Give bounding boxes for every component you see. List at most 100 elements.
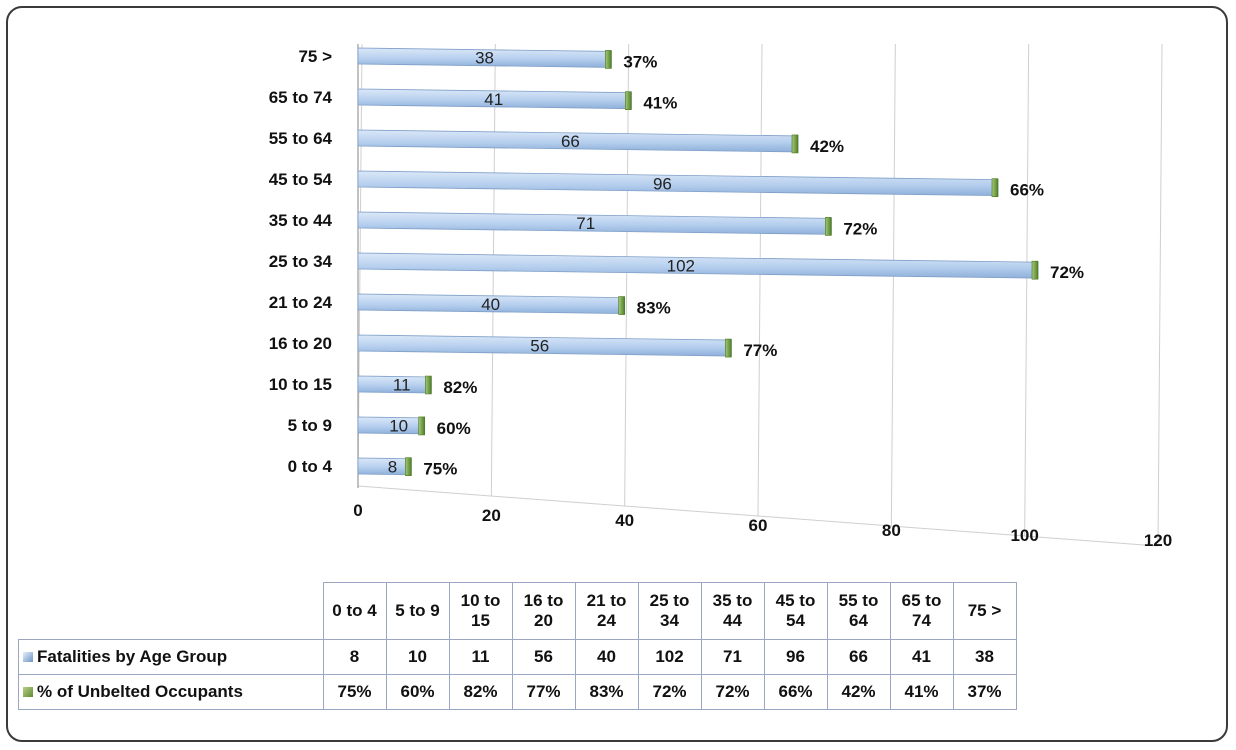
unbelted-percent-label: 75% bbox=[423, 460, 457, 479]
gridline bbox=[890, 43, 896, 527]
table-column-header: 5 to 9 bbox=[385, 582, 450, 640]
table-cell: 102 bbox=[637, 639, 702, 675]
table-column-header: 25 to 34 bbox=[637, 582, 702, 640]
category-label: 65 to 74 bbox=[269, 88, 333, 107]
category-label: 21 to 24 bbox=[269, 293, 333, 312]
legend-swatch-icon bbox=[23, 651, 33, 662]
labels: 0 to 4 8 75% 5 to 9 10 60% 10 to 15 11 82% 16 to … bbox=[269, 47, 1084, 479]
unbelted-cap bbox=[725, 338, 732, 358]
fatalities-value-label: 102 bbox=[667, 257, 695, 276]
category-label: 45 to 54 bbox=[269, 170, 333, 189]
unbelted-cap bbox=[405, 457, 412, 477]
x-tick-label: 100 bbox=[1010, 526, 1038, 545]
table-cell: 66 bbox=[826, 639, 891, 675]
table-cell: 41 bbox=[889, 639, 954, 675]
fatalities-value-label: 8 bbox=[388, 457, 397, 476]
table-cell: 37% bbox=[952, 674, 1017, 710]
series-name-cell: % of Unbelted Occupants bbox=[18, 674, 324, 710]
fatalities-value-label: 66 bbox=[561, 132, 580, 151]
unbelted-percent-label: 66% bbox=[1010, 181, 1044, 200]
table-cell: 83% bbox=[574, 674, 639, 710]
table-column-header: 0 to 4 bbox=[322, 582, 387, 640]
gridline bbox=[624, 43, 630, 507]
table-cell: 41% bbox=[889, 674, 954, 710]
unbelted-cap bbox=[625, 91, 632, 110]
unbelted-cap bbox=[825, 217, 832, 236]
x-tick-label: 80 bbox=[882, 521, 901, 540]
table-column-header: 35 to 44 bbox=[700, 582, 765, 640]
unbelted-percent-label: 72% bbox=[843, 219, 877, 238]
category-label: 16 to 20 bbox=[269, 334, 332, 353]
x-tick-label: 20 bbox=[482, 506, 501, 525]
category-label: 5 to 9 bbox=[288, 416, 332, 435]
table-column-header: 10 to 15 bbox=[448, 582, 513, 640]
fatalities-value-label: 71 bbox=[576, 214, 595, 233]
x-tick-label: 40 bbox=[615, 511, 634, 530]
table-column-header: 75 > bbox=[952, 582, 1017, 640]
category-label: 10 to 15 bbox=[269, 375, 332, 394]
fatalities-value-label: 11 bbox=[393, 375, 411, 394]
table-row: Fatalities by Age Group 8 10 11 56 40 102 71 96 6… bbox=[18, 639, 1017, 675]
x-tick-label: 120 bbox=[1144, 531, 1172, 550]
unbelted-cap bbox=[618, 296, 625, 315]
bars bbox=[357, 47, 1039, 477]
fatalities-value-label: 96 bbox=[653, 174, 672, 193]
table-cell: 82% bbox=[448, 674, 513, 710]
category-label: 55 to 64 bbox=[269, 129, 333, 148]
table-column-header: 55 to 64 bbox=[826, 582, 891, 640]
table-cell: 66% bbox=[763, 674, 828, 710]
unbelted-cap bbox=[991, 178, 999, 197]
table-cell: 96 bbox=[763, 639, 828, 675]
unbelted-percent-label: 72% bbox=[1050, 263, 1084, 282]
x-tick-label: 60 bbox=[749, 516, 768, 535]
table-column-header: 21 to 24 bbox=[574, 582, 639, 640]
unbelted-percent-label: 42% bbox=[810, 137, 844, 156]
fatalities-bar bbox=[357, 170, 999, 197]
table-cell: 42% bbox=[826, 674, 891, 710]
table-cell: 72% bbox=[637, 674, 702, 710]
unbelted-cap bbox=[425, 375, 432, 395]
table-cell: 38 bbox=[952, 639, 1017, 675]
table-cell: 40 bbox=[574, 639, 639, 675]
table-body: Fatalities by Age Group 8 10 11 56 40 102 71 96 6… bbox=[18, 639, 1017, 710]
unbelted-cap bbox=[418, 416, 425, 436]
fatalities-bar bbox=[357, 252, 1039, 279]
unbelted-percent-label: 60% bbox=[437, 419, 471, 438]
fatalities-value-label: 38 bbox=[475, 49, 494, 68]
fatalities-value-label: 10 bbox=[389, 416, 408, 435]
table-corner bbox=[19, 583, 324, 640]
unbelted-percent-label: 83% bbox=[637, 299, 671, 318]
gridline bbox=[1157, 43, 1163, 547]
table-cell: 56 bbox=[511, 639, 576, 675]
unbelted-cap bbox=[791, 134, 799, 154]
unbelted-cap bbox=[605, 50, 612, 69]
table-cell: 10 bbox=[385, 639, 450, 675]
category-label: 35 to 44 bbox=[269, 211, 333, 230]
unbelted-percent-label: 37% bbox=[623, 52, 657, 71]
fatalities-value-label: 41 bbox=[484, 90, 503, 109]
bar-chart: 0 20 40 60 80 100 120 0 to 4 8 75% 5 to 9 10 60% 10 … bbox=[269, 43, 1172, 550]
table-row: % of Unbelted Occupants 75% 60% 82% 77% 83% 72… bbox=[18, 674, 1017, 710]
unbelted-percent-label: 82% bbox=[443, 378, 477, 397]
fatalities-value-label: 56 bbox=[530, 337, 549, 356]
table-column-header: 16 to 20 bbox=[511, 582, 576, 640]
gridline bbox=[1024, 43, 1030, 537]
series-name-cell: Fatalities by Age Group bbox=[18, 639, 324, 675]
table-cell: 11 bbox=[448, 639, 513, 675]
unbelted-cap bbox=[1031, 260, 1039, 280]
table-column-header: 45 to 54 bbox=[763, 582, 828, 640]
table-cell: 72% bbox=[700, 674, 765, 710]
fatalities-bar bbox=[357, 457, 412, 476]
gridline bbox=[757, 43, 763, 517]
fatalities-value-label: 40 bbox=[481, 295, 500, 314]
table-cell: 71 bbox=[700, 639, 765, 675]
unbelted-percent-label: 41% bbox=[643, 94, 677, 113]
floor-line bbox=[357, 485, 1159, 547]
axes: 0 20 40 60 80 100 120 bbox=[353, 44, 1172, 550]
table-cell: 8 bbox=[322, 639, 387, 675]
table-column-header: 65 to 74 bbox=[889, 582, 954, 640]
category-label: 75 > bbox=[298, 47, 332, 66]
table-cell: 75% bbox=[322, 674, 387, 710]
